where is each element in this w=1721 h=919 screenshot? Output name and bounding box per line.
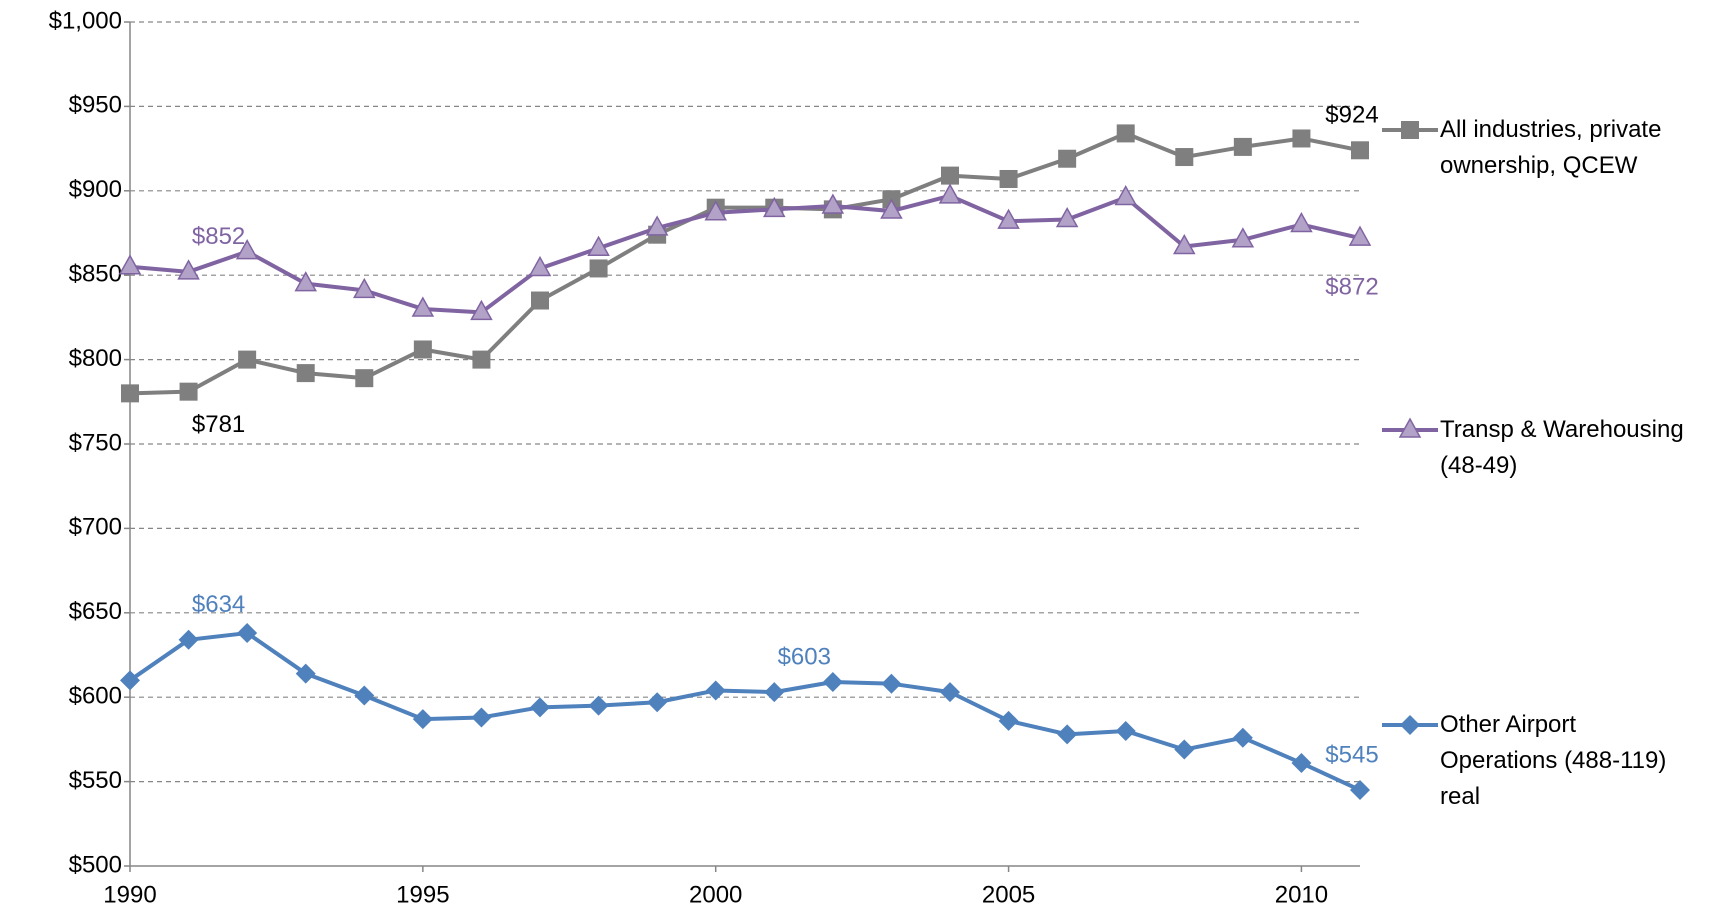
y-tick-label: $600: [69, 683, 122, 710]
marker: [1173, 233, 1196, 255]
y-tick-label: $950: [69, 92, 122, 119]
marker: [237, 623, 258, 644]
marker: [472, 350, 491, 369]
y-tick-label: $900: [69, 176, 122, 203]
marker: [353, 277, 376, 299]
marker: [1175, 148, 1194, 167]
marker: [941, 166, 959, 185]
marker: [647, 692, 668, 713]
y-tick-label: $1,000: [49, 7, 122, 34]
series-line: [129, 193, 1361, 315]
marker: [1292, 129, 1311, 148]
marker: [705, 680, 726, 701]
marker: [1115, 720, 1136, 741]
marker: [1290, 212, 1313, 233]
data-label: $545: [1325, 741, 1378, 768]
legend-label: Transp & Warehousing (48-49): [1440, 416, 1684, 479]
marker: [413, 340, 432, 359]
data-label: $603: [778, 643, 831, 670]
marker: [411, 296, 435, 317]
marker: [177, 259, 200, 280]
x-tick-label: 2010: [1275, 881, 1328, 908]
y-tick-label: $550: [69, 767, 122, 794]
marker: [1058, 149, 1077, 168]
marker: [763, 196, 786, 218]
marker: [235, 239, 259, 260]
marker: [588, 695, 609, 716]
marker: [1174, 739, 1195, 760]
marker: [530, 697, 550, 718]
marker: [179, 382, 198, 401]
y-tick-label: $800: [69, 345, 122, 372]
y-tick-label: $850: [69, 261, 122, 288]
marker: [938, 183, 962, 204]
marker: [1233, 137, 1252, 156]
marker: [1348, 225, 1372, 246]
marker: [997, 208, 1020, 229]
marker: [1398, 417, 1422, 438]
marker: [999, 169, 1018, 188]
marker: [822, 672, 843, 693]
data-label: $852: [192, 223, 245, 250]
marker: [296, 364, 315, 383]
series-line: [128, 631, 1361, 792]
x-tick-label: 2005: [982, 881, 1035, 908]
marker: [881, 673, 902, 694]
marker: [940, 682, 960, 703]
y-tick-label: $700: [69, 514, 122, 541]
data-label: $924: [1325, 102, 1378, 129]
marker: [1057, 724, 1078, 745]
marker: [528, 255, 552, 277]
marker: [1231, 227, 1255, 248]
marker: [471, 707, 492, 728]
marker: [587, 235, 610, 256]
legend-label: All industries, private ownership, QCEW: [1440, 116, 1662, 179]
x-tick-label: 1995: [396, 881, 449, 908]
legend-label: Other Airport Operations (488-119) real: [1440, 711, 1667, 810]
marker: [531, 291, 549, 310]
marker: [1116, 124, 1135, 143]
marker: [821, 193, 845, 214]
series-line: [129, 131, 1361, 396]
marker: [764, 682, 785, 703]
y-tick-label: $500: [69, 851, 122, 878]
marker: [645, 215, 669, 236]
marker: [1114, 185, 1137, 206]
marker: [1400, 715, 1420, 735]
data-label: $872: [1325, 273, 1378, 300]
marker: [880, 198, 903, 219]
marker: [121, 384, 139, 403]
marker: [118, 254, 142, 275]
data-label: $634: [192, 591, 245, 618]
marker: [1055, 206, 1079, 228]
marker: [589, 259, 608, 278]
marker: [354, 685, 375, 706]
marker: [1350, 780, 1370, 801]
marker: [1401, 121, 1419, 139]
marker: [355, 369, 374, 388]
y-tick-label: $750: [69, 429, 122, 456]
x-tick-label: 2000: [689, 881, 742, 908]
marker: [704, 200, 727, 221]
y-tick-label: $650: [69, 598, 122, 625]
marker: [470, 299, 493, 321]
marker: [120, 670, 140, 691]
marker: [1351, 141, 1369, 160]
marker: [238, 350, 257, 369]
marker: [1291, 753, 1312, 774]
data-label: $781: [192, 411, 245, 438]
marker: [178, 629, 199, 650]
x-tick-label: 1990: [103, 881, 156, 908]
marker: [295, 663, 316, 684]
marker: [294, 271, 317, 292]
marker: [998, 710, 1019, 731]
marker: [1232, 727, 1253, 748]
marker: [412, 709, 433, 730]
